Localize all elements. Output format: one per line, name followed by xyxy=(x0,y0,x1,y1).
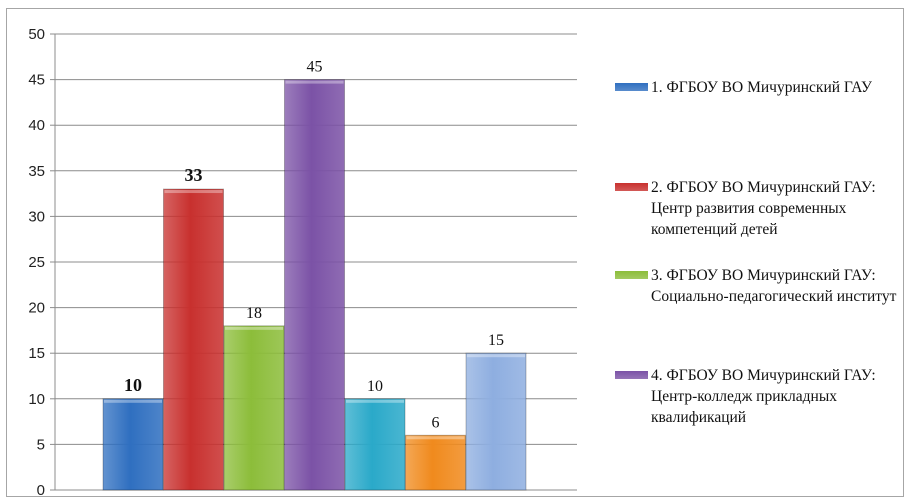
legend-item-1: 1. ФГБОУ ВО Мичуринский ГАУ xyxy=(615,77,901,98)
data-label-5: 10 xyxy=(367,378,383,395)
data-label-4: 45 xyxy=(307,59,323,76)
bar-chart: 0 5 10 15 20 25 30 35 40 45 50 10 33 18 45 10 6 15 xyxy=(28,26,577,498)
bar-highlight xyxy=(285,80,344,84)
legend-swatch-2 xyxy=(615,183,648,191)
legend-item-3: 3. ФГБОУ ВО Мичуринский ГАУ: Социально-п… xyxy=(615,265,901,307)
legend-swatch-4 xyxy=(615,371,648,379)
legend-label-2: 2. ФГБОУ ВО Мичуринский ГАУ: Центр разви… xyxy=(651,179,876,238)
y-tick-label: 20 xyxy=(28,300,45,317)
bar-7 xyxy=(465,352,527,491)
y-tick-label: 30 xyxy=(28,208,45,225)
chart-frame: 0 5 10 15 20 25 30 35 40 45 50 10 33 18 45 10 6 15 1. ФГ… xyxy=(6,8,904,498)
legend-item-4: 4. ФГБОУ ВО Мичуринский ГАУ: Центр-колле… xyxy=(615,365,901,428)
data-label-2: 33 xyxy=(185,165,203,185)
bar-5 xyxy=(344,398,406,491)
data-labels: 10 33 18 45 10 6 15 xyxy=(124,59,504,432)
legend-label-4: 4. ФГБОУ ВО Мичуринский ГАУ: Центр-колле… xyxy=(651,367,876,426)
y-tick-label: 40 xyxy=(28,117,45,134)
y-tick-label: 0 xyxy=(37,482,45,498)
bar-highlight xyxy=(164,190,223,194)
legend-swatch-3 xyxy=(615,271,648,279)
bar-1 xyxy=(102,398,164,491)
bar-highlight xyxy=(467,354,525,358)
bar-highlight xyxy=(225,326,283,330)
bar-3 xyxy=(223,325,285,491)
y-axis: 0 5 10 15 20 25 30 35 40 45 50 xyxy=(28,26,56,498)
bars xyxy=(102,79,527,491)
y-tick-label: 50 xyxy=(28,26,45,43)
data-label-6: 6 xyxy=(432,414,440,431)
data-label-3: 18 xyxy=(246,305,262,322)
legend: 1. ФГБОУ ВО Мичуринский ГАУ 2. ФГБОУ ВО … xyxy=(615,9,910,496)
y-tick-label: 15 xyxy=(28,345,45,362)
y-tick-label: 10 xyxy=(28,391,45,408)
bar-4 xyxy=(284,79,345,491)
data-label-7: 15 xyxy=(488,332,504,349)
legend-label-1: 1. ФГБОУ ВО Мичуринский ГАУ xyxy=(651,79,872,96)
legend-swatch-1 xyxy=(615,83,648,91)
y-tick-label: 35 xyxy=(28,163,45,180)
bar-highlight xyxy=(104,399,162,403)
bar-6 xyxy=(405,434,466,491)
y-tick-label: 25 xyxy=(28,254,45,271)
data-label-1: 10 xyxy=(124,375,142,395)
bar-2 xyxy=(163,188,224,491)
legend-item-2: 2. ФГБОУ ВО Мичуринский ГАУ: Центр разви… xyxy=(615,177,901,240)
legend-label-3: 3. ФГБОУ ВО Мичуринский ГАУ: Социально-п… xyxy=(651,267,897,305)
y-tick-label: 5 xyxy=(37,436,45,453)
bar-highlight xyxy=(346,399,404,403)
bar-highlight xyxy=(406,436,465,440)
y-tick-label: 45 xyxy=(28,72,45,89)
